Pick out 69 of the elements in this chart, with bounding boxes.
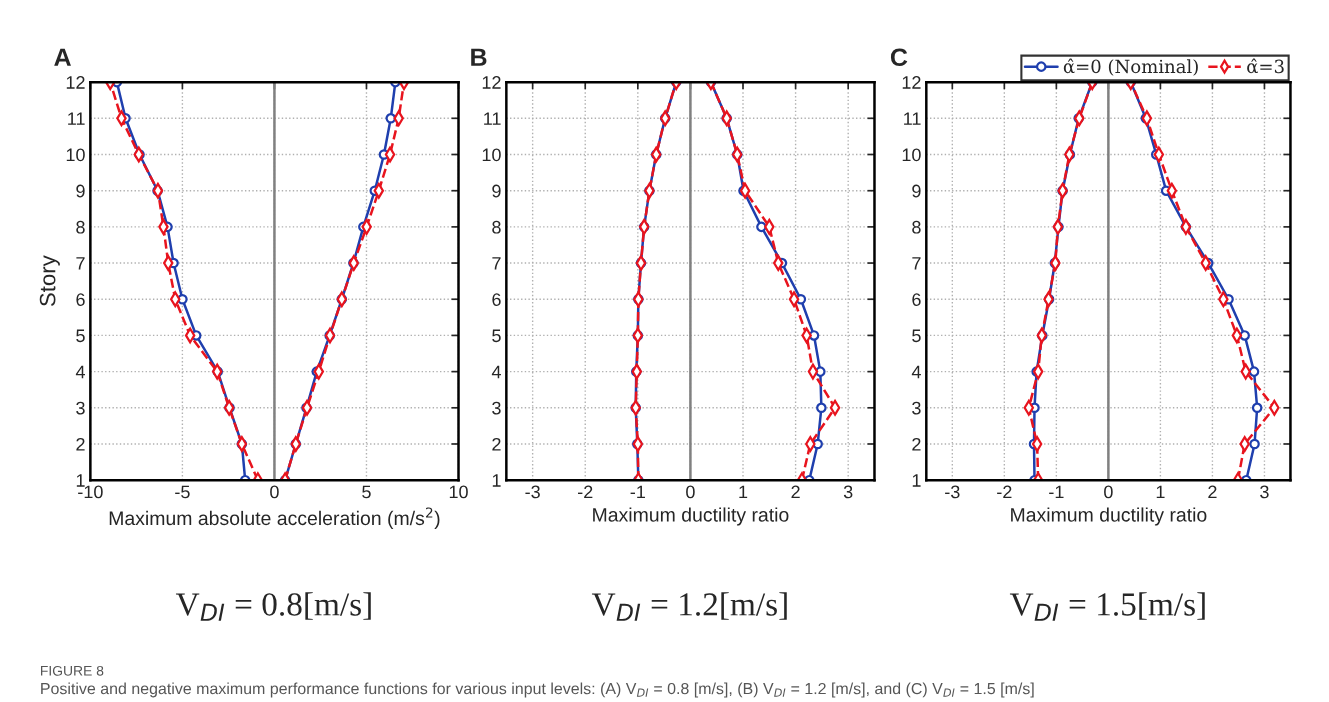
y-tick-label: 10 [902, 148, 921, 162]
y-tick-label: 11 [68, 112, 85, 125]
chart-title: B [471, 48, 487, 66]
x-tick-label: 5 [362, 485, 371, 499]
y-tick-label: 4 [75, 365, 85, 379]
y-tick-label: 8 [912, 220, 921, 234]
x-tick-label: 10 [449, 485, 468, 499]
x-tick-label: -1 [630, 485, 645, 499]
y-tick-label: 10 [66, 148, 85, 162]
text: V$_{DI}$ = 1.2[m/s] [591, 592, 787, 621]
y-tick-label: 4 [911, 365, 921, 379]
y-tick-label: 10 [482, 148, 501, 162]
y-tick-label: 7 [492, 257, 501, 270]
y-tick-label: 8 [492, 220, 501, 234]
y-tick-label: 12 [482, 76, 501, 89]
y-tick-label: 1 [912, 474, 921, 487]
x-tick-label: 1 [1156, 485, 1165, 499]
x-axis-title: Maximum absolute acceleration (m/s$^{2}$) [109, 507, 440, 529]
y-axis-title: Story [39, 255, 60, 307]
y-tick-label: 2 [912, 437, 921, 451]
y-tick-label: 7 [76, 257, 85, 270]
y-tick-label: 5 [76, 329, 85, 343]
x-tick-label: -1 [1049, 485, 1064, 499]
y-tick-label: 11 [484, 112, 501, 125]
y-tick-label: 5 [492, 329, 501, 343]
y-tick-label: 9 [76, 184, 85, 198]
text: V$_{DI}$ = 1.5[m/s] [1009, 592, 1205, 621]
y-tick-label: 4 [491, 365, 501, 379]
x-axis-title: Maximum ductility ratio [593, 507, 789, 526]
y-tick-label: 11 [904, 112, 921, 125]
x-tick-label: -3 [525, 485, 540, 499]
y-tick-label: 6 [912, 293, 921, 306]
legend-label: α̂=3 [1247, 58, 1284, 74]
y-tick-label: 6 [76, 293, 85, 306]
y-tick-label: 3 [912, 401, 921, 415]
x-tick-label: -5 [175, 485, 190, 499]
y-tick-label: 3 [76, 401, 85, 415]
y-tick-label: 1 [76, 474, 85, 487]
y-tick-label: 12 [66, 76, 85, 89]
y-tick-label: 5 [912, 329, 921, 343]
y-tick-label: 3 [492, 401, 501, 415]
legend-label: α̂=0 (Nominal) [1063, 58, 1198, 76]
x-tick-label: 1 [739, 485, 748, 499]
y-tick-label: 12 [902, 76, 921, 89]
chart-title: A [54, 48, 71, 66]
x-tick-label: 2 [1208, 485, 1217, 499]
x-tick-label: 3 [1260, 485, 1269, 499]
chart-title: C [890, 48, 908, 67]
x-axis-title: Maximum ductility ratio [1011, 507, 1207, 526]
y-tick-label: 2 [492, 437, 501, 451]
x-tick-label: -2 [578, 485, 593, 499]
x-tick-label: 0 [686, 485, 695, 499]
y-tick-label: 1 [492, 474, 501, 487]
caption: FIGURE 8 [41, 665, 104, 676]
y-tick-label: 9 [912, 184, 921, 198]
x-tick-label: -10 [78, 485, 103, 499]
x-tick-label: 2 [791, 485, 800, 499]
y-tick-label: 9 [492, 184, 501, 198]
x-tick-label: 3 [843, 485, 853, 499]
text: Positive and negative maximum performance functions for various input levels: (A) V$_{DI}$ = 0.8 [m/s], (B) V$_{DI}$ = 1.2 [m/s], and (C) V$_{DI}$ = 1.5 [m/s] [41, 682, 1034, 698]
y-tick-label: 2 [76, 437, 85, 451]
x-tick-label: 0 [1104, 485, 1113, 499]
x-tick-label: 0 [270, 485, 279, 499]
x-tick-label: -2 [997, 485, 1012, 499]
y-tick-label: 6 [492, 293, 501, 306]
y-tick-label: 7 [912, 257, 921, 270]
y-tick-label: 8 [76, 220, 85, 234]
x-tick-label: -3 [945, 485, 960, 499]
text: V$_{DI}$ = 0.8[m/s] [175, 592, 371, 621]
